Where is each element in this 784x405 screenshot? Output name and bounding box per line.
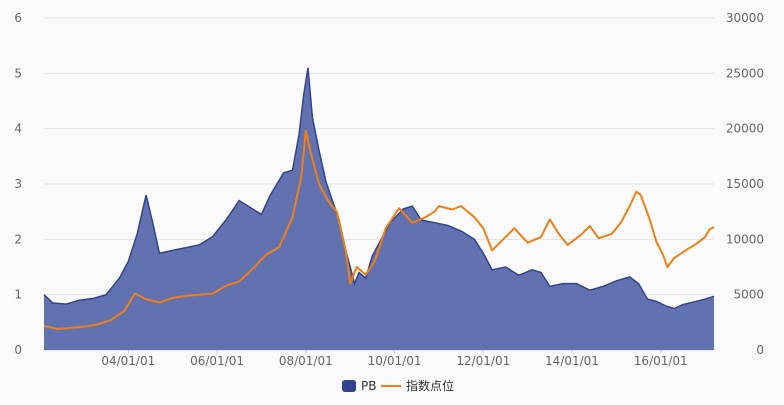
index-line (43, 129, 715, 330)
left-tick-label: 5 (14, 66, 22, 80)
x-tick-label: 12/01/01 (456, 354, 510, 368)
legend-index-label[interactable]: 指数点位 (406, 378, 454, 393)
right-tick-label: 0 (756, 343, 764, 357)
left-axis-ticks: 0 1 2 3 4 5 6 (14, 11, 22, 357)
x-tick-label: 14/01/01 (545, 354, 599, 368)
right-tick-label: 15000 (726, 177, 764, 191)
left-tick-label: 1 (14, 288, 22, 302)
pb-area (44, 67, 714, 351)
left-tick-label: 3 (14, 177, 22, 191)
x-tick-label: 16/01/01 (634, 354, 688, 368)
right-tick-label: 5000 (733, 288, 764, 302)
left-tick-label: 6 (14, 11, 22, 25)
left-tick-label: 2 (14, 232, 22, 246)
right-tick-label: 10000 (726, 232, 764, 246)
right-tick-label: 30000 (726, 11, 764, 25)
x-tick-label: 06/01/01 (190, 354, 244, 368)
legend[interactable]: PB 指数点位 (342, 378, 454, 393)
x-tick-label: 04/01/01 (101, 354, 155, 368)
legend-pb-label[interactable]: PB (361, 379, 376, 393)
right-tick-label: 25000 (726, 66, 764, 80)
x-tick-label: 08/01/01 (279, 354, 333, 368)
right-axis-ticks: 0 5000 10000 15000 20000 25000 30000 (726, 11, 764, 357)
pb-line (43, 67, 715, 310)
plot-area (43, 67, 715, 351)
x-axis-ticks: 04/01/01 06/01/01 08/01/01 10/01/01 12/01/01… (101, 350, 688, 368)
left-tick-label: 4 (14, 122, 22, 136)
x-tick-label: 10/01/01 (368, 354, 422, 368)
right-tick-label: 20000 (726, 122, 764, 136)
left-tick-label: 0 (14, 343, 22, 357)
legend-pb-swatch[interactable] (342, 380, 356, 392)
